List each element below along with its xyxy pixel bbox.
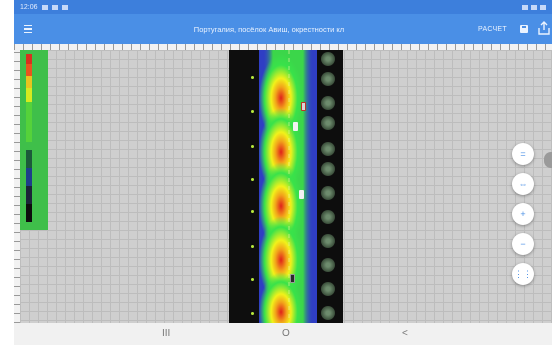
tree (321, 72, 335, 86)
back-button[interactable]: < (402, 328, 408, 339)
car-white (299, 190, 304, 199)
light-pole[interactable] (251, 145, 254, 148)
light-pole[interactable] (251, 210, 254, 213)
light-pole[interactable] (251, 312, 254, 315)
calculate-button[interactable]: РАСЧЕТ (478, 25, 507, 33)
menu-icon[interactable] (18, 24, 38, 34)
mail-notification-icon (51, 4, 58, 10)
share-icon[interactable] (538, 21, 550, 35)
zoom-in-button[interactable]: + (512, 203, 534, 225)
road-scene[interactable] (229, 50, 343, 323)
tree (321, 186, 335, 200)
signal-icon (531, 4, 537, 10)
illuminance-heatmap (259, 50, 313, 323)
side-panel-handle[interactable] (544, 152, 552, 168)
legend-swatch-yellow (26, 76, 32, 88)
zoom-out-button[interactable]: − (512, 233, 534, 255)
tree (321, 142, 335, 156)
tree (321, 162, 335, 176)
save-icon[interactable] (520, 25, 528, 33)
legend-swatch-navy (26, 186, 32, 204)
status-bar: 12:06 (14, 0, 552, 14)
legend-swatch-orange (26, 64, 32, 76)
legend-swatch-black (26, 204, 32, 222)
horizontal-ruler (14, 44, 552, 50)
legend-swatch-blue (26, 168, 32, 186)
zoom-width-icon: ⇔ (518, 179, 528, 189)
zoom-width-button[interactable]: ⇔ (512, 173, 534, 195)
zoom-out-icon: − (520, 239, 526, 249)
home-button[interactable]: O (282, 328, 290, 339)
zoom-in-icon: + (520, 209, 526, 219)
light-pole[interactable] (251, 178, 254, 181)
app-notification-icon (61, 4, 68, 10)
grid-icon: ⋮⋮ (514, 268, 532, 279)
light-pole[interactable] (251, 278, 254, 281)
app-bar: Португалия, посёлок Авиш, окрестности кл… (14, 14, 552, 44)
illuminance-legend (20, 50, 48, 230)
battery-icon (540, 4, 546, 10)
legend-swatch-dark-green (26, 150, 32, 168)
light-pole[interactable] (251, 76, 254, 79)
zoom-fit-icon: = (520, 149, 526, 159)
tree (321, 234, 335, 248)
legend-swatch-green (26, 102, 32, 142)
car-white (293, 122, 298, 131)
gallery-notification-icon (41, 4, 48, 10)
legend-swatch-red (26, 54, 32, 64)
zoom-fit-button[interactable]: = (512, 143, 534, 165)
left-sidewalk (229, 50, 259, 323)
tree (321, 52, 335, 66)
grid-toggle-button[interactable]: ⋮⋮ (512, 263, 534, 285)
light-pole[interactable] (251, 110, 254, 113)
tree (321, 116, 335, 130)
tree (321, 282, 335, 296)
tree (321, 306, 335, 320)
car-red (301, 102, 306, 111)
tree (321, 210, 335, 224)
recent-apps-button[interactable]: III (162, 328, 171, 339)
tree (321, 96, 335, 110)
wifi-icon (522, 4, 528, 10)
tree (321, 258, 335, 272)
status-time: 12:06 (20, 3, 38, 11)
vertical-ruler (14, 50, 20, 323)
system-nav-bar: III O < (14, 323, 552, 345)
car-dark (290, 274, 295, 283)
app-title: Португалия, посёлок Авиш, окрестности кл (193, 24, 345, 34)
light-pole[interactable] (251, 245, 254, 248)
legend-swatch-lime (26, 88, 32, 102)
